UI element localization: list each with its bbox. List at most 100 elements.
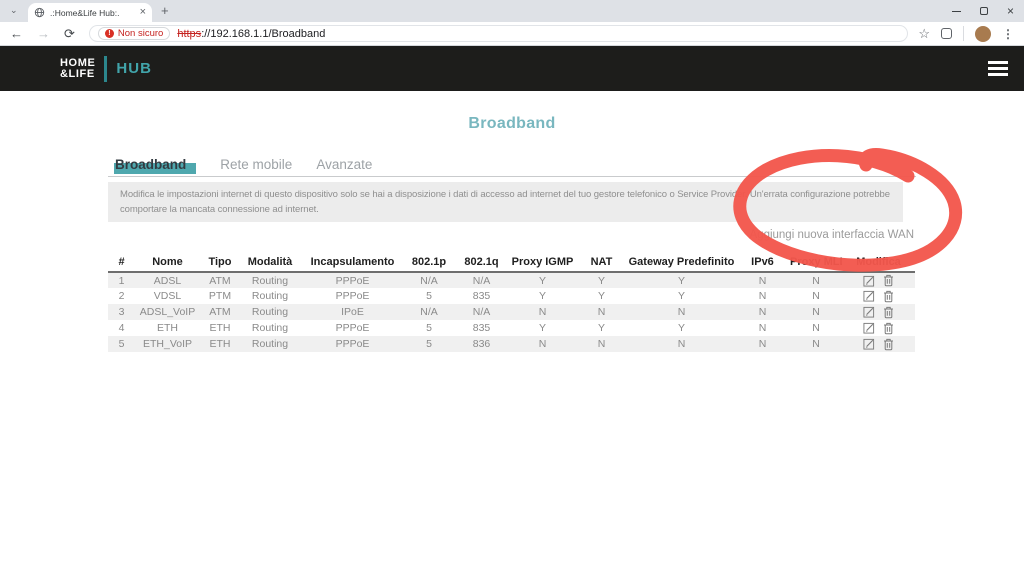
table-cell: 3: [118, 306, 125, 318]
forward-icon[interactable]: →: [37, 26, 50, 41]
table-cell: ETH: [157, 322, 178, 334]
row-actions: [842, 320, 915, 336]
col-tipo: Tipo: [200, 252, 240, 273]
tab-avanzate[interactable]: Avanzate: [316, 157, 373, 172]
table-cell: 835: [472, 322, 491, 334]
logo-line-2: &LIFE: [60, 67, 95, 80]
row-actions: [842, 304, 915, 320]
table-cell: Y: [538, 274, 546, 287]
url-rest: ://192.168.1.1/Broadband: [201, 27, 326, 40]
table-cell: 5: [118, 338, 125, 350]
not-secure-icon: !: [104, 29, 114, 38]
minimize-icon[interactable]: [951, 10, 961, 12]
table-cell: Y: [677, 290, 685, 302]
tab-broadband[interactable]: Broadband: [113, 157, 197, 174]
row-actions: [842, 336, 915, 352]
delete-icon[interactable]: [883, 322, 894, 335]
notice-line-1: Modifica le impostazioni internet di que…: [120, 189, 890, 200]
table-cell: ETH_VoIP: [142, 338, 193, 350]
tab-close-icon[interactable]: ×: [139, 6, 146, 18]
col-actions: Modifica: [842, 252, 915, 273]
table-cell: ATM: [209, 306, 231, 318]
homelife-logo: HOME &LIFE: [60, 58, 95, 79]
table-cell: Y: [538, 290, 546, 302]
back-icon[interactable]: ←: [10, 26, 23, 41]
col-nome: Nome: [135, 252, 200, 273]
bookmark-star-icon[interactable]: ☆: [918, 25, 930, 41]
table-cell: N: [538, 338, 547, 350]
table-cell: Routing: [251, 322, 289, 334]
col-nat: NAT: [575, 252, 628, 273]
reload-icon[interactable]: ⟳: [64, 26, 75, 41]
tabs-underline: [108, 176, 916, 177]
col-mld: Proxy MLD: [790, 252, 842, 273]
row-actions: [842, 272, 915, 288]
tab-rete-mobile[interactable]: Rete mobile: [220, 157, 293, 172]
table-cell: N: [538, 306, 547, 318]
table-cell: 5: [426, 290, 432, 302]
toolbar-right: ☆ ⋮: [918, 25, 1014, 42]
table-cell: ADSL_VoIP: [139, 306, 196, 318]
edit-icon[interactable]: [862, 275, 875, 287]
delete-icon[interactable]: [883, 290, 894, 303]
browser-tab-title: .:Home&Life Hub:.: [50, 7, 120, 18]
table-cell: Y: [538, 322, 546, 334]
profile-avatar[interactable]: [975, 25, 991, 42]
tab-strip-chevron-icon[interactable]: ⌄: [10, 5, 18, 15]
table-cell: PPPoE: [335, 338, 370, 350]
table-row: 4 ETH ETH Routing PPPoE 5 835 Y Y Y N N: [108, 320, 915, 336]
maximize-icon[interactable]: [979, 7, 988, 15]
browser-tab[interactable]: .:Home&Life Hub:. ×: [28, 3, 152, 22]
table-cell: Y: [677, 322, 685, 334]
table-cell: N: [812, 290, 820, 302]
table-cell: VDSL: [153, 290, 182, 302]
table-cell: ADSL: [153, 274, 182, 287]
edit-icon[interactable]: [862, 306, 875, 318]
table-cell: N/A: [420, 274, 438, 287]
window-close-icon[interactable]: ×: [1006, 4, 1014, 18]
table-cell: N: [758, 290, 767, 302]
table-row: 5 ETH_VoIP ETH Routing PPPoE 5 836 N N N N N: [108, 336, 915, 352]
table-cell: Routing: [251, 274, 289, 287]
col-num: #: [108, 252, 135, 273]
table-cell: Y: [597, 290, 605, 302]
col-8021q: 802.1q: [453, 252, 510, 273]
table-cell: Y: [597, 274, 605, 287]
security-chip[interactable]: ! Non sicuro: [97, 27, 171, 40]
table-cell: Routing: [251, 338, 289, 350]
table-cell: N/A: [472, 274, 491, 287]
window-controls: ×: [951, 0, 1014, 22]
add-wan-link[interactable]: Aggiungi nuova interfaccia WAN: [749, 229, 915, 241]
delete-icon[interactable]: [883, 306, 894, 319]
table-cell: Y: [597, 322, 605, 334]
side-panel-icon[interactable]: [941, 28, 952, 39]
page-tabs: Broadband Rete mobile Avanzate: [113, 157, 373, 174]
logo-hub-label: HUB: [116, 60, 152, 77]
delete-icon[interactable]: [883, 274, 894, 287]
row-actions: [842, 288, 915, 304]
edit-icon[interactable]: [862, 338, 875, 350]
table-cell: N: [812, 338, 820, 350]
site-header: HOME &LIFE HUB: [0, 46, 1024, 91]
table-cell: 5: [426, 338, 432, 350]
table-cell: ETH: [209, 322, 231, 334]
browser-menu-icon[interactable]: ⋮: [1002, 26, 1014, 41]
logo-line-1: HOME: [60, 57, 96, 69]
table-row: 2 VDSL PTM Routing PPPoE 5 835 Y Y Y N N: [108, 288, 915, 304]
table-cell: ETH: [209, 338, 231, 350]
not-secure-label: Non sicuro: [117, 28, 164, 39]
table-cell: N: [758, 274, 767, 287]
col-8021p: 802.1p: [405, 252, 453, 273]
delete-icon[interactable]: [883, 338, 894, 351]
toolbar-divider: [963, 26, 964, 41]
address-bar[interactable]: ! Non sicuro https://192.168.1.1/Broadba…: [88, 25, 909, 42]
table-cell: 2: [118, 290, 125, 302]
col-modalita: Modalità: [240, 252, 300, 273]
notice-box: Modifica le impostazioni internet di que…: [108, 182, 903, 222]
new-tab-button[interactable]: +: [161, 3, 169, 18]
hamburger-menu-icon[interactable]: [986, 57, 1010, 80]
table-cell: Routing: [251, 306, 289, 318]
edit-icon[interactable]: [862, 322, 875, 334]
edit-icon[interactable]: [862, 290, 875, 302]
